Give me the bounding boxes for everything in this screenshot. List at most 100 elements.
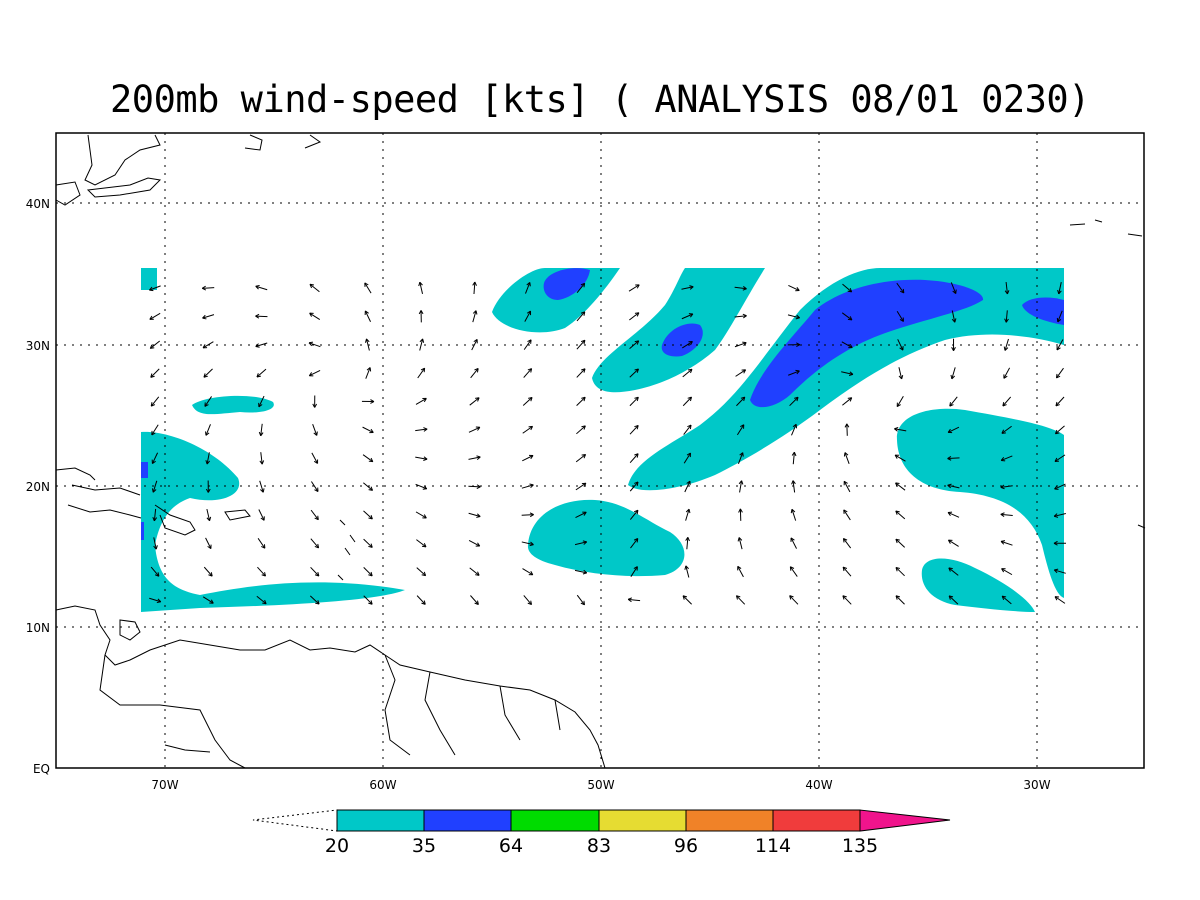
wind-arrow-head (849, 287, 853, 293)
wind-arrow-head (152, 489, 157, 493)
shade-20-west (141, 268, 157, 290)
wind-arrow-head (314, 517, 319, 521)
wind-arrow-head (313, 460, 318, 464)
wind-arrow-shaft (309, 595, 320, 605)
wind-arrow-head (423, 543, 427, 548)
wind-arrow-shaft (735, 369, 746, 377)
wind-arrow-head (423, 428, 428, 432)
wind-arrow-head (684, 565, 687, 570)
wind-arrow-head (1006, 290, 1010, 295)
wind-arrow-shaft (416, 567, 426, 577)
wind-arrow-head (366, 338, 370, 343)
wind-arrow-head (474, 367, 479, 371)
wind-arrow-head (308, 342, 313, 347)
wind-arrow-head (255, 285, 259, 290)
wind-arrow-shaft (416, 595, 426, 605)
lat-label-eq: EQ (33, 762, 50, 776)
wind-arrow-shaft (473, 281, 476, 295)
wind-arrow-head (895, 538, 900, 541)
wind-arrow-head (370, 401, 375, 404)
wind-arrow-shaft (364, 282, 372, 294)
wind-arrow-head (948, 567, 951, 572)
wind-arrow-head (582, 540, 587, 543)
wind-arrow-head (743, 286, 747, 290)
wind-arrow-head (202, 314, 206, 319)
wind-arrow-head (790, 509, 793, 514)
wind-arrow-head (634, 453, 639, 456)
wind-arrow-head (791, 508, 796, 513)
colorbar-box-35 (423, 809, 512, 832)
wind-arrow-shaft (309, 370, 321, 377)
wind-arrow-head (634, 424, 639, 428)
wind-arrow-head (849, 397, 853, 402)
wind-arrow-shaft (896, 310, 904, 322)
wind-arrow-head (423, 427, 428, 430)
wind-arrow-head (583, 340, 586, 345)
wind-arrow-head (792, 423, 797, 428)
wind-arrow-head (202, 344, 206, 349)
wind-arrow-head (1056, 347, 1061, 351)
wind-arrow-shaft (363, 595, 373, 605)
wind-arrow-head (423, 600, 426, 605)
wind-arrow-head (796, 344, 801, 348)
wind-arrow-shaft (522, 425, 533, 434)
wind-arrow-head (901, 374, 904, 380)
wind-arrow-head (476, 368, 479, 373)
wind-arrow-shaft (415, 398, 427, 405)
wind-arrow-head (844, 423, 848, 428)
wind-arrow-head (743, 342, 747, 347)
wind-arrow-head (795, 317, 800, 320)
wind-arrow-head (1001, 595, 1005, 601)
wind-arrow-head (792, 480, 796, 485)
wind-arrow-head (256, 375, 261, 378)
wind-arrow-head (741, 480, 744, 485)
wind-arrow-head (156, 601, 161, 604)
wind-arrow-shaft (629, 368, 639, 378)
wind-arrow-head (1057, 289, 1060, 295)
wind-arrow-shaft (896, 396, 904, 407)
lon-labels: 70W 60W 50W 40W 30W (151, 778, 1050, 792)
wind-arrow-shaft (521, 484, 534, 489)
wind-arrow-shaft (522, 455, 534, 462)
wind-arrow-shaft (789, 396, 799, 407)
wind-arrow-head (1004, 347, 1009, 351)
wind-arrow-shaft (575, 511, 587, 519)
wind-arrow-shaft (948, 595, 959, 605)
wind-arrow-shaft (362, 426, 374, 433)
wind-arrow-head (264, 572, 267, 577)
shade-35-north-b (661, 323, 703, 357)
wind-arrow-shaft (415, 456, 428, 460)
wind-arrow-shaft (629, 312, 640, 321)
wind-arrow-shaft (788, 370, 800, 376)
wind-arrow-shaft (260, 423, 263, 436)
wind-arrow-shaft (205, 537, 212, 549)
wind-arrow-head (157, 572, 160, 577)
wind-arrow-shaft (951, 367, 956, 379)
wind-arrow-head (949, 402, 951, 407)
wind-arrow-shaft (683, 452, 691, 464)
wind-arrow-head (796, 397, 799, 402)
wind-arrow-shaft (362, 454, 374, 463)
wind-arrow-head (155, 545, 158, 550)
wind-arrow-head (1002, 595, 1007, 598)
shade-35-west-b (141, 522, 144, 540)
wind-arrow-shaft (522, 397, 533, 406)
wind-arrow-head (791, 480, 794, 485)
shade-20-east (896, 408, 1064, 598)
wind-arrow-shaft (365, 367, 371, 379)
wind-arrow-head (739, 508, 743, 513)
wind-arrow-shaft (365, 338, 370, 351)
wind-arrow-head (947, 428, 951, 433)
wind-arrow-head (634, 340, 639, 343)
wind-arrow-head (895, 566, 900, 570)
wind-arrow-head (950, 374, 953, 379)
wind-arrow-head (583, 283, 586, 288)
wind-arrow-shaft (1055, 396, 1065, 407)
wind-arrow-head (474, 602, 479, 605)
wind-arrow-shaft (308, 342, 321, 348)
wind-arrow-shaft (842, 595, 852, 605)
wind-arrow-head (530, 426, 534, 431)
wind-arrow-head (157, 598, 162, 603)
wind-arrow-shaft (1058, 282, 1062, 294)
wind-arrow-head (529, 512, 534, 516)
